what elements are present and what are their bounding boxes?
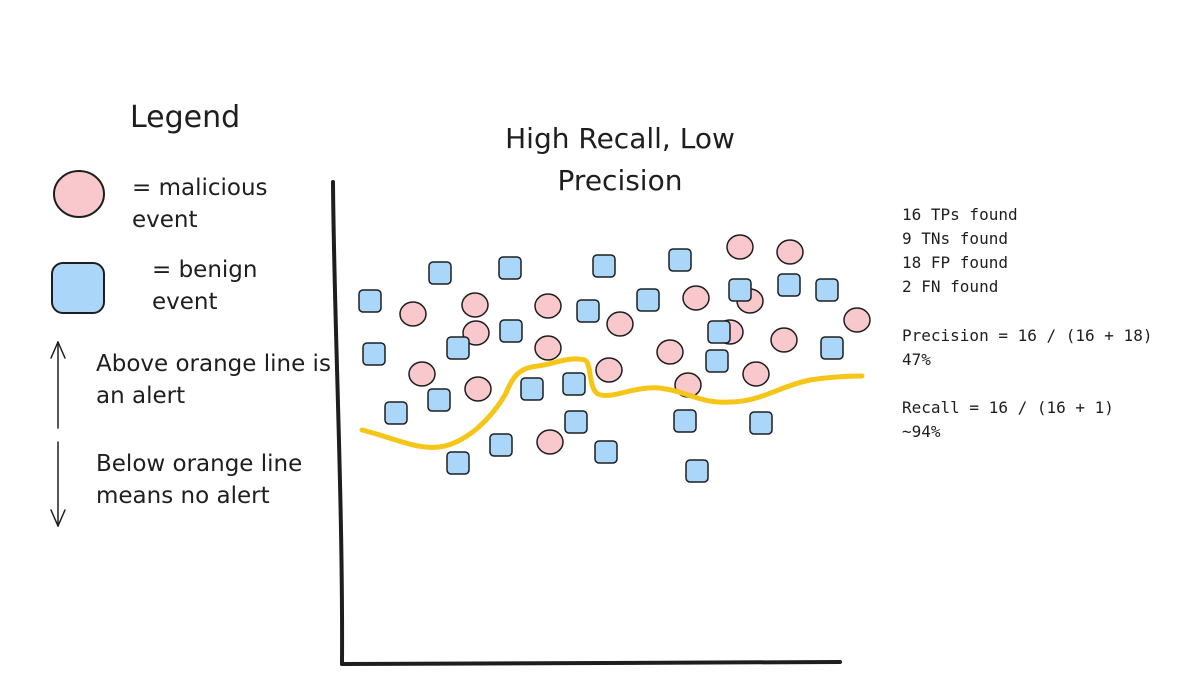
y-axis (331, 180, 345, 666)
diagram-title: High Recall, Low Precision (505, 122, 735, 197)
recall-value: ~94% (902, 422, 941, 441)
benign-event-marker (685, 459, 709, 483)
benign-event-marker (428, 261, 452, 285)
malicious-event-marker (534, 293, 562, 319)
benign-event-marker (499, 319, 523, 343)
benign-event-marker (777, 273, 801, 297)
benign-event-marker (446, 336, 470, 360)
malicious-event-marker (536, 429, 564, 455)
malicious-event-marker (843, 307, 871, 333)
malicious-event-label: = malicious event (132, 175, 268, 233)
benign-event-marker (594, 440, 618, 464)
malicious-event-marker (408, 361, 436, 387)
benign-event-marker (749, 411, 773, 435)
benign-event-marker (489, 433, 513, 457)
benign-event-marker (576, 299, 600, 323)
malicious-event-marker (595, 357, 623, 383)
malicious-event-marker (776, 239, 804, 265)
benign-event-marker (498, 256, 522, 280)
malicious-event-marker (742, 361, 770, 387)
legend-malicious-circle (53, 170, 105, 218)
above-line-label: Above orange line is an alert (96, 351, 331, 409)
malicious-event-marker (399, 301, 427, 327)
arrow-up-icon (50, 341, 66, 429)
stat-true-positives: 16 TPs found (902, 205, 1018, 224)
below-line-label: Below orange line means no alert (96, 451, 303, 509)
benign-event-marker (636, 288, 660, 312)
legend-title: Legend (130, 100, 241, 135)
benign-event-marker (427, 388, 451, 412)
precision-value: 47% (902, 350, 931, 369)
malicious-event-marker (461, 292, 489, 318)
malicious-event-marker (726, 234, 754, 260)
benign-event-marker (668, 248, 692, 272)
malicious-event-marker (464, 376, 492, 402)
benign-event-marker (815, 278, 839, 302)
recall-formula: Recall = 16 / (16 + 1) (902, 398, 1114, 417)
event-markers (358, 234, 871, 483)
benign-event-marker (520, 377, 544, 401)
stat-false-negatives: 2 FN found (902, 277, 999, 296)
benign-event-marker (564, 410, 588, 434)
benign-event-marker (362, 342, 386, 366)
benign-event-marker (592, 254, 616, 278)
stat-false-positives: 18 FP found (902, 253, 1008, 272)
benign-event-marker (358, 289, 382, 313)
x-axis (340, 660, 842, 666)
malicious-event-marker (606, 311, 634, 337)
benign-event-marker (728, 278, 752, 302)
malicious-event-marker (534, 335, 562, 361)
benign-event-label: = benign event (152, 257, 258, 315)
stat-true-negatives: 9 TNs found (902, 229, 1008, 248)
malicious-event-marker (462, 320, 490, 346)
legend-benign-square (51, 262, 105, 314)
arrow-down-icon (50, 441, 66, 527)
benign-event-marker (820, 336, 844, 360)
benign-event-marker (446, 451, 470, 475)
benign-event-marker (707, 320, 731, 344)
benign-event-marker (673, 409, 697, 433)
benign-event-marker (562, 372, 586, 396)
malicious-event-marker (770, 327, 798, 353)
benign-event-marker (384, 401, 408, 425)
malicious-event-marker (656, 339, 684, 365)
malicious-event-marker (682, 285, 710, 311)
precision-formula: Precision = 16 / (16 + 18) (902, 326, 1153, 345)
benign-event-marker (705, 349, 729, 373)
threshold-line (359, 356, 865, 450)
